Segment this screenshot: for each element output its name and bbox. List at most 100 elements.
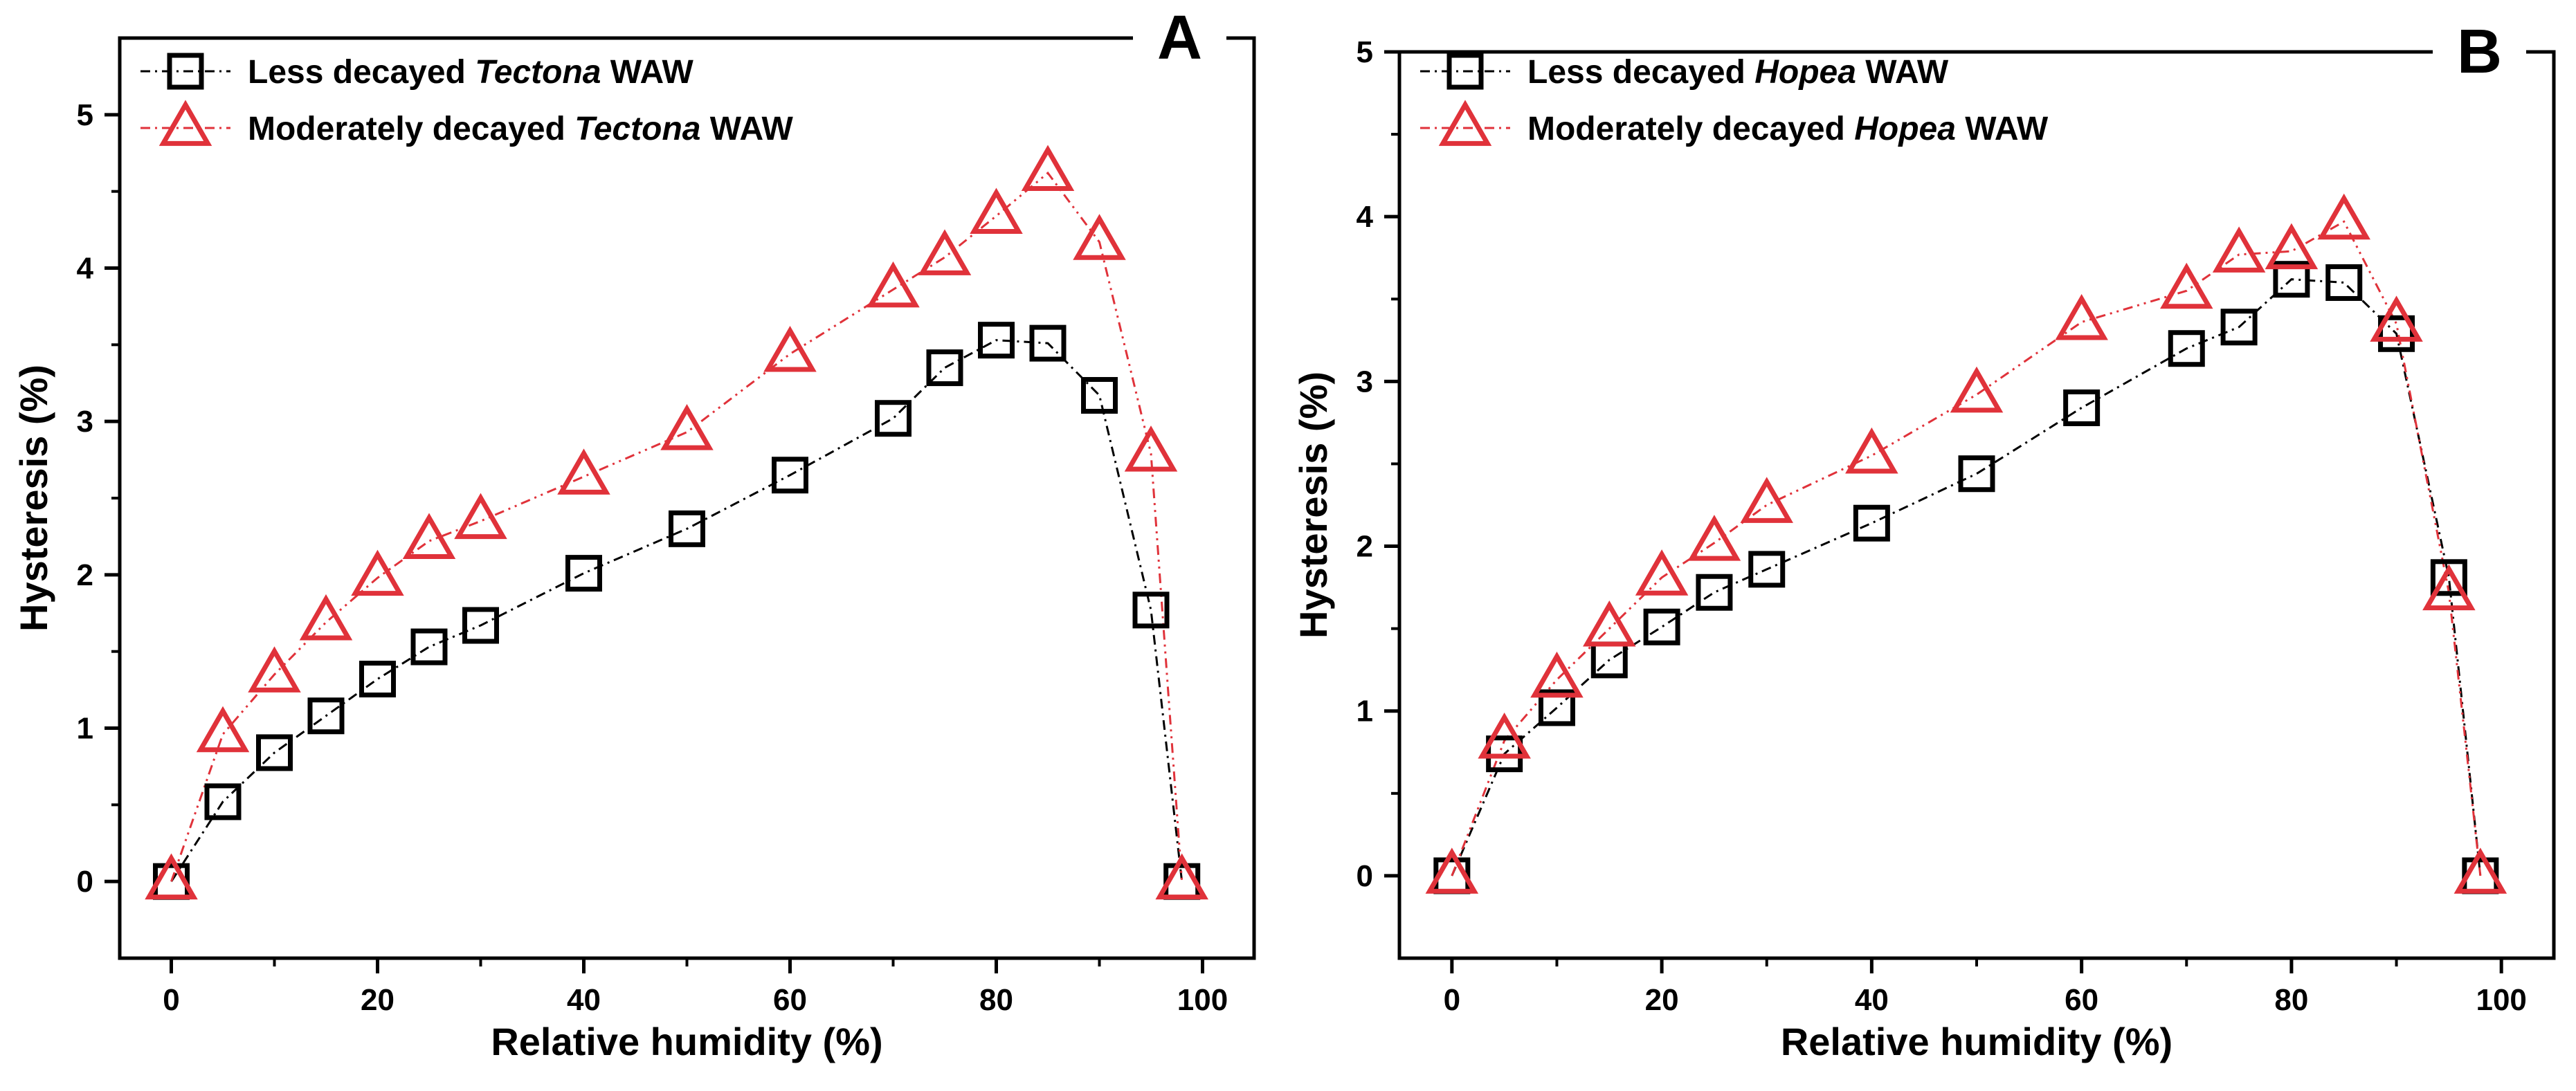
data-point-a-2: [145, 853, 198, 900]
series-line-a-1: [170, 339, 1183, 882]
x-axis-label: Relative humidity (%): [1781, 1020, 2173, 1063]
data-point-a-2: [1124, 425, 1178, 472]
legend-marker: [1438, 100, 1492, 146]
data-point-a-2: [1021, 145, 1075, 191]
panel-letter-b: B: [2457, 17, 2502, 86]
data-point-a-1: [1029, 324, 1067, 362]
data-point-b-1: [1958, 455, 1995, 493]
data-point-a-2: [196, 706, 250, 753]
x-tick-label: 0: [163, 983, 179, 1017]
data-point-a-1: [669, 510, 705, 547]
x-tick-label: 60: [2065, 983, 2098, 1017]
y-tick-label: 1: [1357, 695, 1373, 728]
panel-letter-a: A: [1157, 3, 1202, 73]
data-point-a-2: [402, 513, 456, 559]
legend-entry-a-2: Moderately decayed Tectona WAW: [248, 111, 793, 147]
data-point-a-2: [1073, 214, 1126, 260]
data-point-a-2: [918, 229, 972, 275]
x-tick-label: 20: [1645, 983, 1679, 1017]
data-point-a-2: [763, 326, 817, 372]
data-point-b-2: [2317, 193, 2370, 240]
legend-marker: [158, 100, 212, 146]
x-tick-label: 80: [2274, 983, 2308, 1017]
y-tick-label: 0: [77, 865, 93, 899]
data-point-b-1: [1853, 504, 1890, 542]
y-axis-label: Hysteresis (%): [12, 365, 55, 632]
y-tick-label: 4: [77, 252, 94, 286]
data-point-b-2: [1740, 477, 1793, 523]
data-point-a-2: [557, 448, 610, 495]
y-tick-label: 1: [77, 712, 93, 746]
legend-marker: [167, 53, 204, 90]
data-point-b-1: [1643, 608, 1680, 645]
y-tick-label: 4: [1357, 200, 1374, 234]
data-point-b-2: [2453, 847, 2507, 894]
data-point-b-2: [1478, 712, 1531, 759]
x-axis-label: Relative humidity (%): [491, 1020, 882, 1063]
data-point-b-2: [1845, 427, 1898, 474]
y-tick-label: 2: [77, 558, 93, 592]
data-point-b-2: [2265, 223, 2319, 270]
x-tick-label: 40: [1855, 983, 1889, 1017]
y-tick-label: 5: [1357, 35, 1373, 69]
data-point-b-2: [1583, 600, 1636, 647]
chart-panel-a: A 0 20 40 60 80 100 0 1 2 3 4 5 Relative humidity (%)…: [12, 3, 1256, 1063]
x-tick-label: 100: [2476, 983, 2526, 1017]
legend-text-part: Less decayed: [1527, 54, 1754, 91]
data-point-a-1: [875, 400, 911, 437]
data-point-b-2: [2160, 262, 2213, 309]
y-tick-label: 3: [1357, 365, 1373, 398]
series-line-a-2: [170, 171, 1183, 882]
legend-text-part: WAW: [700, 111, 793, 147]
legend-text-part: Less decayed: [248, 54, 475, 91]
legend-species: Hopea: [1854, 111, 1956, 147]
plot-frame-b: [1397, 50, 2556, 960]
x-tick-label: 0: [1444, 983, 1460, 1017]
legend-text-part: Moderately decayed: [1527, 111, 1854, 147]
y-tick-label: 2: [1357, 530, 1373, 564]
data-point-a-1: [772, 457, 808, 494]
legend-text-part: WAW: [601, 54, 693, 91]
data-point-b-1: [1538, 689, 1575, 726]
data-point-a-2: [454, 493, 507, 540]
data-point-b-2: [1950, 366, 2004, 413]
series-line-b-1: [1451, 278, 2482, 877]
x-tick-label: 80: [979, 983, 1013, 1017]
legend-species: Hopea: [1754, 54, 1856, 91]
data-point-b-1: [2325, 264, 2363, 301]
data-point-a-2: [299, 594, 353, 641]
data-point-a-1: [978, 322, 1015, 359]
series-line-b-2: [1451, 220, 2482, 877]
data-point-b-2: [1687, 515, 1741, 561]
legend-entry-b-1: Less decayed Hopea WAW: [1527, 54, 1949, 91]
legend-text-part: WAW: [1956, 111, 2049, 147]
data-point-a-2: [1155, 853, 1208, 900]
y-tick-label: 3: [77, 405, 93, 439]
data-point-a-1: [926, 349, 963, 387]
data-point-b-1: [2220, 309, 2258, 346]
data-point-b-2: [2212, 226, 2266, 273]
data-point-a-1: [462, 607, 499, 644]
data-point-a-1: [1132, 592, 1170, 629]
x-tick-label: 40: [567, 983, 601, 1017]
legend-text-part: WAW: [1856, 54, 1949, 91]
chart-panel-b: B 0 20 40 60 80 100 0 1 2 3 4 5 Relative humidity (%)…: [1291, 17, 2556, 1063]
data-point-b-1: [2063, 389, 2101, 426]
data-point-b-2: [1635, 549, 1689, 596]
data-point-a-1: [1081, 376, 1118, 414]
data-point-a-2: [970, 187, 1023, 235]
x-tick-label: 100: [1177, 983, 1228, 1017]
data-point-b-1: [1748, 551, 1786, 588]
data-point-b-1: [2273, 261, 2310, 298]
data-point-a-1: [359, 661, 396, 698]
data-point-b-2: [2422, 564, 2476, 611]
data-point-b-1: [2168, 330, 2205, 367]
legend-text-part: Moderately decayed: [248, 111, 574, 147]
legend-species: Tectona: [475, 54, 601, 91]
data-point-a-1: [204, 783, 242, 820]
plot-frame-a: [118, 36, 1256, 960]
y-axis-label: Hysteresis (%): [1291, 372, 1335, 639]
data-point-b-1: [1696, 574, 1733, 611]
y-tick-label: 0: [1357, 859, 1373, 893]
data-point-a-2: [867, 261, 920, 308]
